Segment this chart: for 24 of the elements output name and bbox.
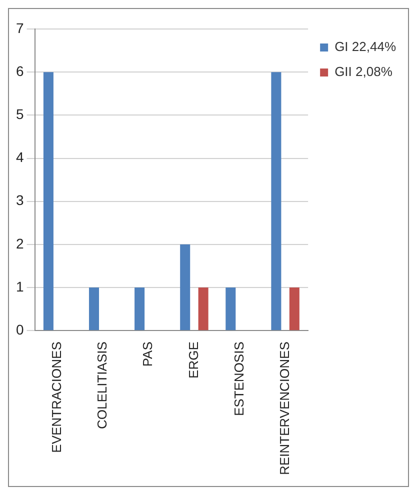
x-tick-label: EVENTRACIONES bbox=[49, 341, 64, 453]
legend-label: GII 2,08% bbox=[334, 64, 393, 80]
x-tick-label: COLELITIASIS bbox=[94, 341, 110, 430]
y-tick-label: 0 bbox=[16, 321, 24, 338]
bar bbox=[88, 288, 100, 330]
y-tick-label: 2 bbox=[16, 235, 24, 252]
y-tick-label: 7 bbox=[16, 20, 24, 36]
bar bbox=[134, 288, 145, 330]
bar bbox=[43, 72, 54, 330]
bar bbox=[198, 288, 208, 330]
bar bbox=[289, 288, 300, 330]
y-tick-label: 3 bbox=[16, 192, 24, 208]
y-tick-label: 1 bbox=[16, 278, 24, 294]
x-tick-label: ERGE bbox=[186, 341, 201, 378]
x-tick-label: PAS bbox=[140, 341, 156, 367]
x-tick-label: ESTENOSIS bbox=[231, 341, 246, 416]
y-tick-label: 6 bbox=[16, 62, 24, 79]
legend-label: GI 22,44% bbox=[334, 39, 396, 54]
y-tick-label: 4 bbox=[16, 149, 24, 166]
x-tick-label: REINTERVENCIONES bbox=[276, 341, 292, 476]
bar bbox=[180, 244, 190, 330]
bar bbox=[226, 288, 236, 330]
y-tick-label: 5 bbox=[16, 106, 24, 122]
bar bbox=[271, 72, 282, 330]
